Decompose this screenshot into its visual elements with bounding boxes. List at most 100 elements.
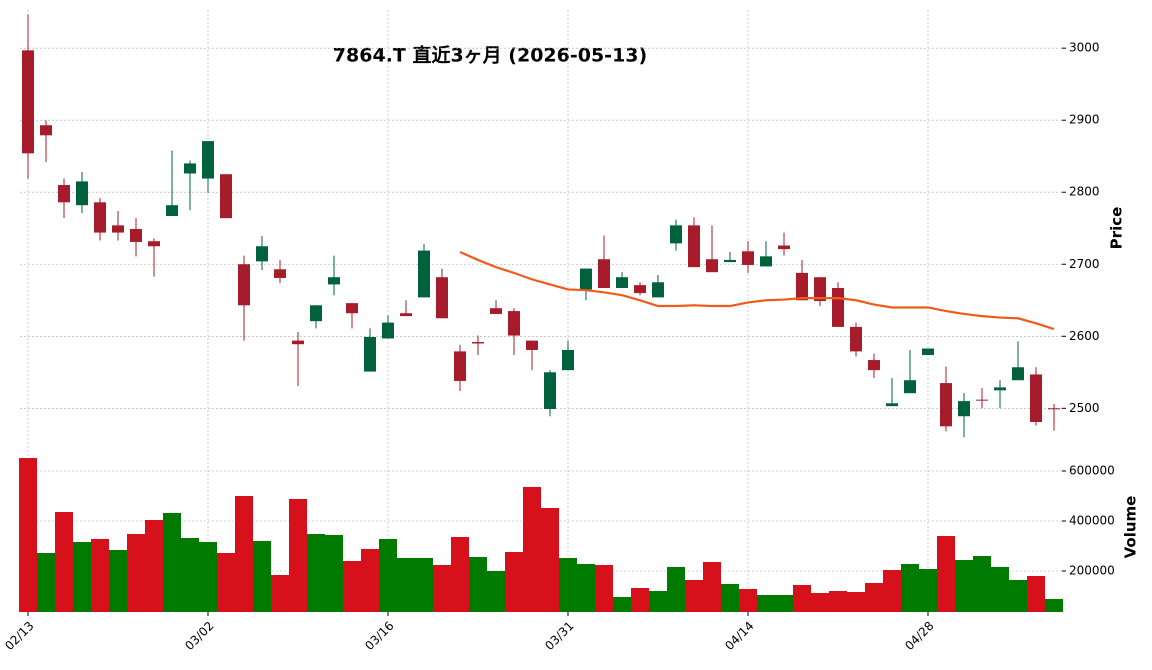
candle-body	[526, 340, 538, 350]
volume-bar	[721, 584, 739, 612]
candle-body	[796, 272, 808, 301]
volume-bar	[181, 538, 199, 612]
volume-bar	[487, 571, 505, 612]
candle-body	[724, 259, 736, 263]
volume-bar	[289, 499, 307, 612]
candle-body	[670, 225, 682, 244]
candle-body	[364, 337, 376, 372]
candle-body	[274, 269, 286, 278]
candle-body	[814, 277, 826, 301]
candle-body	[904, 380, 916, 394]
candle-body	[130, 228, 142, 242]
candle-body	[112, 225, 124, 233]
volume-bar	[793, 585, 811, 612]
candle-body	[706, 259, 718, 273]
candle-body	[418, 250, 430, 298]
y-tick-label: 400000	[1069, 514, 1115, 528]
volume-bar	[973, 556, 991, 612]
candle-body	[454, 351, 466, 381]
volume-bar	[469, 557, 487, 612]
y-tick-label: 2600	[1069, 329, 1100, 343]
volume-bar	[397, 558, 415, 612]
candle-body	[256, 246, 268, 262]
volume-bar	[775, 595, 793, 612]
candle-body	[40, 125, 52, 136]
volume-bar	[901, 564, 919, 612]
volume-bar	[559, 558, 577, 612]
candle-body	[310, 305, 322, 322]
grid	[20, 10, 1062, 612]
volume-bar	[919, 569, 937, 612]
volume-bar	[757, 595, 775, 612]
candle-body	[436, 277, 448, 319]
volume-bar	[253, 541, 271, 612]
volume-bar	[415, 558, 433, 612]
x-tick-label: 04/14	[722, 619, 756, 653]
x-tick-label: 02/13	[2, 619, 36, 653]
volume-bar	[613, 597, 631, 612]
volume-bar	[523, 487, 541, 612]
candle-body	[652, 282, 664, 298]
volume-bar	[667, 567, 685, 612]
moving-average-line	[459, 251, 1055, 331]
candle-body	[166, 205, 178, 216]
chart-title: 7864.T 直近3ヶ月 (2026-05-13)	[333, 44, 647, 67]
volume-bar	[325, 535, 343, 612]
candle-body	[616, 277, 628, 289]
volume-bar	[649, 591, 667, 612]
y-tick-label: 2700	[1069, 257, 1100, 271]
volume-bar	[541, 508, 559, 612]
y-tick-label: 2500	[1069, 401, 1100, 415]
volume-bar	[145, 520, 163, 612]
candle-body	[976, 399, 988, 401]
volume-bar	[433, 565, 451, 612]
candle-body	[58, 185, 70, 203]
y-tick-label: 2800	[1069, 185, 1100, 199]
x-tick-label: 03/16	[362, 619, 396, 653]
volume-bar	[55, 512, 73, 612]
marks	[19, 14, 1063, 612]
y-tick-label: 3000	[1069, 41, 1100, 55]
candle-body	[1012, 367, 1024, 381]
volume-bar	[217, 553, 235, 612]
volume-bar	[577, 564, 595, 612]
x-tick-label: 03/02	[182, 619, 216, 653]
volume-bar	[1045, 599, 1063, 612]
volume-bar	[811, 593, 829, 612]
volume-bar	[739, 589, 757, 612]
volume-bar	[73, 542, 91, 612]
volume-bar	[937, 536, 955, 612]
candle-body	[580, 268, 592, 290]
volume-bar	[595, 565, 613, 612]
y-tick-label: 600000	[1069, 464, 1115, 478]
volume-bar	[703, 562, 721, 612]
candle-body	[994, 387, 1006, 391]
candle-body	[400, 313, 412, 317]
candle-body	[202, 141, 214, 179]
candle-body	[760, 256, 772, 267]
x-tick-label: 04/28	[902, 619, 936, 653]
candle-body	[292, 340, 304, 345]
volume-bar	[307, 534, 325, 612]
candle-body	[778, 245, 790, 250]
volume-bar	[865, 583, 883, 612]
candle-body	[832, 288, 844, 327]
candle-body	[508, 311, 520, 336]
candle-body	[958, 401, 970, 417]
candle-body	[544, 372, 556, 410]
volume-bar	[361, 549, 379, 612]
volume-bar	[109, 550, 127, 612]
candle-body	[598, 259, 610, 289]
volume-bar	[883, 570, 901, 612]
candle-body	[922, 348, 934, 356]
candle-body	[634, 285, 646, 294]
candle-body	[1030, 374, 1042, 422]
volume-bar	[235, 496, 253, 612]
volume-bar	[847, 592, 865, 612]
candle-body	[688, 225, 700, 268]
candle-body	[346, 303, 358, 314]
volume-bar	[685, 580, 703, 612]
volume-bar	[343, 561, 361, 612]
